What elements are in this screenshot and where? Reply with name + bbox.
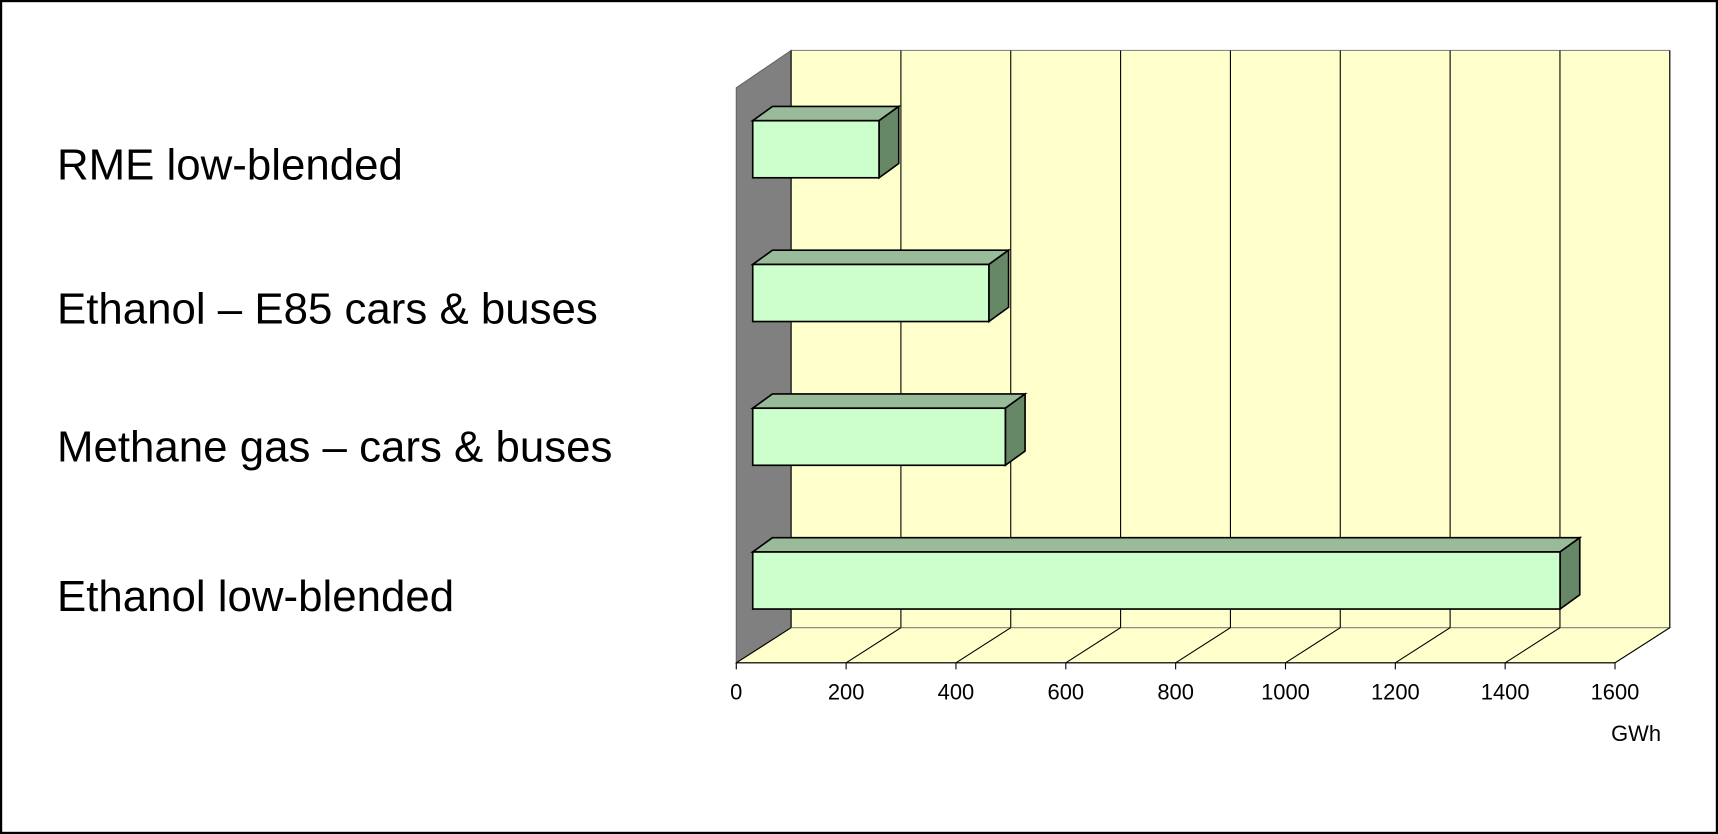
grid-line bbox=[955, 627, 1012, 664]
bar-top bbox=[750, 536, 1583, 553]
x-tick-label: 1600 bbox=[1591, 679, 1640, 704]
grid-line bbox=[735, 627, 792, 664]
grid-line bbox=[1175, 627, 1231, 664]
bar bbox=[751, 407, 1007, 467]
x-axis-label: GWh bbox=[1611, 721, 1661, 746]
bar bbox=[751, 551, 1561, 610]
category-label: Ethanol – E85 cars & buses bbox=[57, 284, 598, 333]
grid-line bbox=[1285, 627, 1341, 664]
bar-top bbox=[750, 249, 1012, 266]
grid-line bbox=[1614, 627, 1671, 664]
x-tick-label: 1000 bbox=[1261, 679, 1310, 704]
x-tick-label: 1400 bbox=[1481, 679, 1530, 704]
bar-top bbox=[750, 393, 1028, 410]
x-tick-label: 600 bbox=[1048, 679, 1085, 704]
x-tick-label: 1200 bbox=[1371, 679, 1420, 704]
x-tick-label: 400 bbox=[938, 679, 975, 704]
grid-line bbox=[1504, 627, 1561, 664]
grid-line bbox=[845, 627, 902, 664]
bar bbox=[751, 263, 990, 323]
category-label: RME low-blended bbox=[57, 140, 403, 189]
x-tick-label: 0 bbox=[730, 679, 742, 704]
category-label: Ethanol low-blended bbox=[57, 572, 454, 621]
x-tick-label: 800 bbox=[1157, 679, 1194, 704]
grid-line bbox=[1395, 627, 1451, 664]
bar bbox=[751, 119, 880, 179]
category-label: Methane gas – cars & buses bbox=[57, 422, 612, 471]
x-tick-label: 200 bbox=[828, 679, 865, 704]
bar-top bbox=[750, 105, 902, 122]
grid-line bbox=[1065, 627, 1121, 664]
